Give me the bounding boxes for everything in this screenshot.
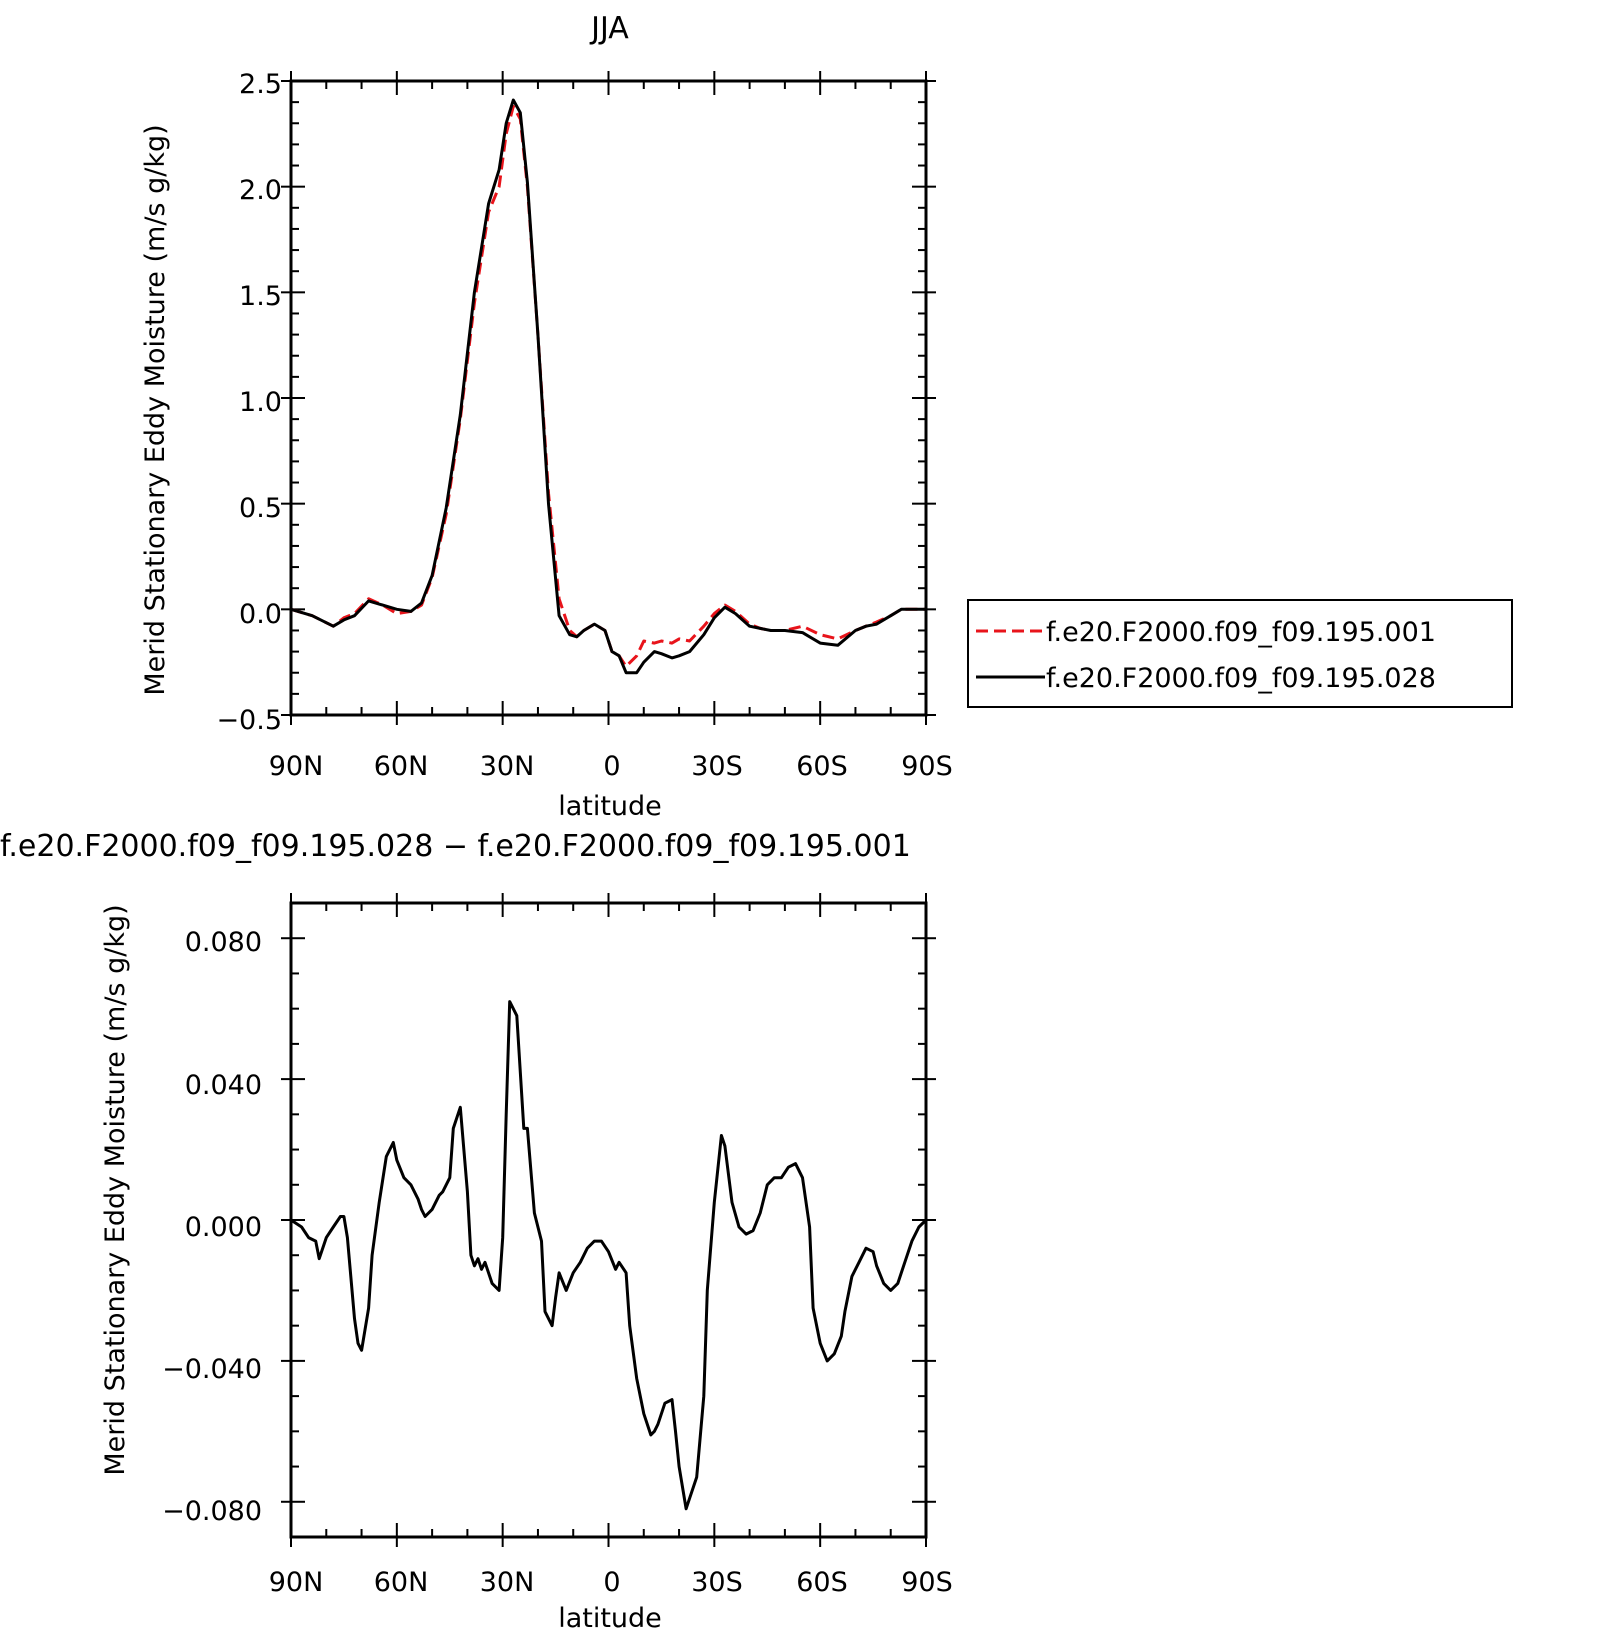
bottom-xtick-label-60n: 60N <box>374 1567 429 1598</box>
top-ytick-label-2.0: 2.0 <box>239 175 282 206</box>
bottom-ytick-label-0.080: 0.080 <box>185 927 262 958</box>
top-ytick-label-2.5: 2.5 <box>239 69 282 100</box>
top-xtick-label-30s: 30S <box>691 751 743 782</box>
bottom-xtick-label-30s: 30S <box>691 1567 743 1598</box>
legend-label-001: f.e20.F2000.f09_f09.195.001 <box>1046 617 1436 648</box>
bottom-ytick-label-0.000: 0.000 <box>185 1212 262 1243</box>
bottom-x-axis-label: latitude <box>558 1603 662 1634</box>
bottom-ytick-label-minus-0.080: −0.080 <box>162 1496 262 1527</box>
bottom-panel: f.e20.F2000.f09_f09.195.028 − f.e20.F200… <box>0 829 953 1634</box>
legend-label-028: f.e20.F2000.f09_f09.195.028 <box>1046 663 1436 694</box>
bottom-ytick-label-minus-0.040: −0.040 <box>162 1354 262 1385</box>
bottom-xtick-label-0: 0 <box>603 1567 620 1598</box>
top-series-line-1 <box>290 104 926 668</box>
bottom-xtick-label-90s: 90S <box>901 1567 953 1598</box>
top-series-lines <box>290 98 926 675</box>
top-ytick-label-1.0: 1.0 <box>239 387 282 418</box>
bottom-tick-labels: 90N 60N 30N 0 30S 60S 90S 0.080 0.040 0.… <box>162 927 953 1598</box>
top-ytick-label-1.5: 1.5 <box>239 281 282 312</box>
top-xtick-label-60n: 60N <box>374 751 429 782</box>
bottom-xtick-label-90n: 90N <box>269 1567 324 1598</box>
top-xtick-label-90s: 90S <box>901 751 953 782</box>
top-ytick-label-0.5: 0.5 <box>239 493 282 524</box>
top-series-line-2 <box>290 98 926 675</box>
bottom-ticks <box>281 893 936 1547</box>
top-ticks <box>281 71 936 725</box>
top-panel: JJA Merid Stationary Eddy Moisture (m/s … <box>140 11 1513 822</box>
top-ytick-label-0.0: 0.0 <box>239 599 282 630</box>
top-y-axis-label: Merid Stationary Eddy Moisture (m/s g/kg… <box>140 124 171 695</box>
top-tick-labels: 90N 60N 30N 0 30S 60S 90S 2.5 2.0 1.5 1.… <box>216 69 952 782</box>
bottom-y-axis-label: Merid Stationary Eddy Moisture (m/s g/kg… <box>100 904 131 1475</box>
top-chart-title: JJA <box>589 11 629 46</box>
top-x-axis-label: latitude <box>558 791 662 822</box>
bottom-xtick-label-60s: 60S <box>796 1567 848 1598</box>
top-xtick-label-0: 0 <box>603 751 620 782</box>
bottom-series-lines <box>290 1000 928 1511</box>
bottom-series-line-1 <box>290 1000 928 1511</box>
top-xtick-label-60s: 60S <box>796 751 848 782</box>
bottom-chart-title: f.e20.F2000.f09_f09.195.028 − f.e20.F200… <box>0 829 911 864</box>
bottom-plot-frame <box>289 901 928 1539</box>
top-xtick-label-30n: 30N <box>480 751 535 782</box>
top-plot-frame <box>289 79 928 717</box>
legend-box <box>967 599 1513 708</box>
top-ytick-label-minus-0.5: −0.5 <box>216 705 282 736</box>
bottom-xtick-label-30n: 30N <box>480 1567 535 1598</box>
top-xtick-label-90n: 90N <box>269 751 324 782</box>
bottom-ytick-label-0.040: 0.040 <box>185 1070 262 1101</box>
legend: f.e20.F2000.f09_f09.195.001 f.e20.F2000.… <box>967 599 1513 708</box>
